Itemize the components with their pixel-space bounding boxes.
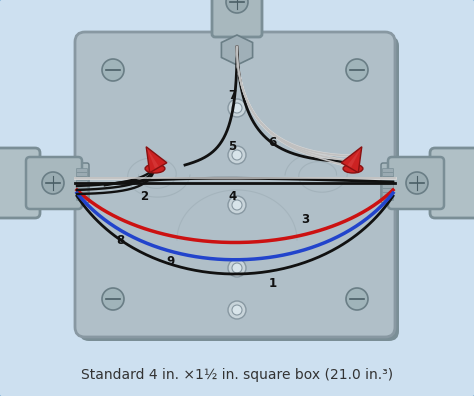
Circle shape — [232, 200, 242, 210]
Circle shape — [102, 59, 124, 81]
FancyBboxPatch shape — [430, 148, 474, 218]
FancyBboxPatch shape — [76, 185, 88, 188]
Text: 7: 7 — [228, 89, 237, 101]
Circle shape — [102, 288, 124, 310]
FancyBboxPatch shape — [383, 169, 393, 173]
Text: Standard 4 in. ×1½ in. square box (21.0 in.³): Standard 4 in. ×1½ in. square box (21.0 … — [81, 368, 393, 382]
Text: 8: 8 — [117, 234, 125, 247]
FancyBboxPatch shape — [76, 188, 88, 192]
FancyBboxPatch shape — [76, 173, 88, 177]
FancyBboxPatch shape — [76, 196, 88, 200]
Circle shape — [406, 172, 428, 194]
Polygon shape — [146, 147, 167, 173]
FancyBboxPatch shape — [0, 148, 40, 218]
Circle shape — [232, 305, 242, 315]
Circle shape — [346, 288, 368, 310]
Circle shape — [228, 196, 246, 214]
Circle shape — [228, 146, 246, 164]
Text: 2: 2 — [140, 190, 149, 202]
FancyBboxPatch shape — [383, 196, 393, 200]
FancyBboxPatch shape — [388, 157, 444, 209]
FancyBboxPatch shape — [76, 192, 88, 196]
Circle shape — [226, 0, 248, 13]
Circle shape — [232, 103, 242, 113]
Circle shape — [228, 99, 246, 117]
FancyBboxPatch shape — [26, 157, 82, 209]
Circle shape — [42, 172, 64, 194]
FancyBboxPatch shape — [383, 177, 393, 181]
Text: 9: 9 — [166, 255, 175, 268]
Circle shape — [228, 301, 246, 319]
Circle shape — [232, 150, 242, 160]
Circle shape — [228, 259, 246, 277]
FancyBboxPatch shape — [73, 163, 89, 203]
Ellipse shape — [343, 164, 363, 173]
Text: 4: 4 — [228, 190, 237, 202]
Ellipse shape — [145, 164, 165, 173]
Text: 5: 5 — [228, 140, 237, 153]
FancyBboxPatch shape — [383, 192, 393, 196]
FancyBboxPatch shape — [383, 188, 393, 192]
Polygon shape — [221, 35, 253, 65]
Circle shape — [232, 263, 242, 273]
FancyBboxPatch shape — [76, 181, 88, 185]
Polygon shape — [147, 148, 159, 168]
FancyBboxPatch shape — [381, 163, 397, 203]
FancyBboxPatch shape — [383, 185, 393, 188]
FancyBboxPatch shape — [383, 181, 393, 185]
FancyBboxPatch shape — [383, 173, 393, 177]
FancyBboxPatch shape — [76, 177, 88, 181]
FancyBboxPatch shape — [76, 169, 88, 173]
Circle shape — [346, 59, 368, 81]
Polygon shape — [347, 148, 361, 168]
FancyBboxPatch shape — [79, 36, 399, 341]
FancyBboxPatch shape — [212, 0, 262, 37]
FancyBboxPatch shape — [75, 32, 395, 337]
Polygon shape — [341, 147, 362, 173]
Text: 3: 3 — [301, 213, 310, 226]
Text: 6: 6 — [268, 136, 277, 149]
Text: 1: 1 — [268, 277, 277, 289]
